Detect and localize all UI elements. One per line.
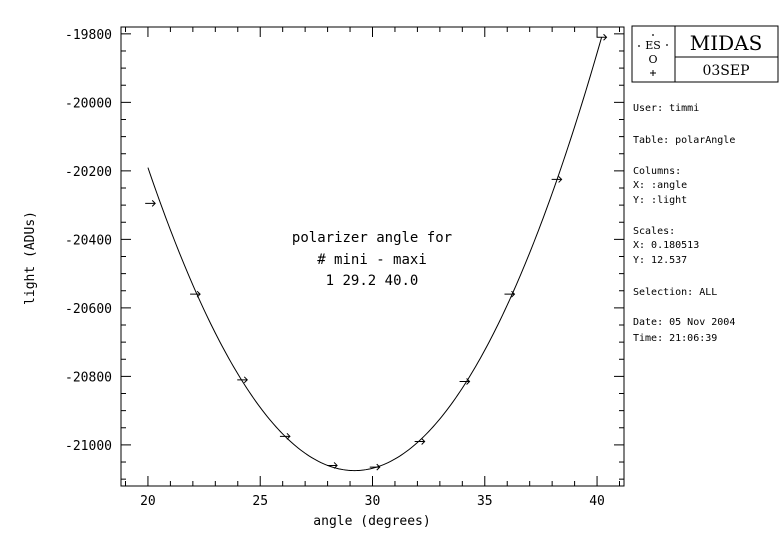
y-axis-ticks — [121, 33, 624, 480]
data-point-marker — [327, 462, 338, 469]
y-tick-label: -20600 — [65, 302, 112, 317]
data-point-marker — [459, 378, 471, 385]
y-axis-tick-labels: -21000 -20800 -20600 -20400 -20200 -20000 -198… — [65, 28, 112, 454]
data-point-marker — [237, 376, 248, 384]
data-point-marker — [145, 200, 156, 207]
data-point-marker — [414, 438, 426, 445]
data-point-marker — [190, 290, 201, 298]
emblem-star-top — [652, 34, 654, 36]
y-tick-label: -21000 — [65, 439, 112, 454]
data-point-marker — [596, 33, 608, 41]
x-tick-label: 35 — [477, 494, 493, 509]
data-point-marker — [369, 463, 381, 471]
info-scales-title: Scales: — [633, 226, 675, 237]
x-tick-label: 25 — [252, 494, 268, 509]
data-point-marker — [551, 176, 563, 183]
y-tick-label: -20400 — [65, 233, 112, 248]
annotation-line-3: 1 29.2 40.0 — [326, 273, 419, 289]
y-tick-label: -20200 — [65, 165, 112, 180]
emblem-letter: O — [648, 53, 657, 66]
info-col-y: Y: :light — [633, 195, 687, 206]
info-col-x: X: :angle — [633, 180, 687, 191]
x-axis-ticks — [124, 27, 621, 486]
y-tick-label: -20800 — [65, 370, 112, 385]
emblem-text: ES — [645, 39, 661, 52]
info-date: Date: 05 Nov 2004 — [633, 317, 735, 328]
x-axis-tick-labels: 20 25 30 35 40 — [140, 494, 605, 509]
fit-curve — [147, 37, 603, 472]
x-tick-label: 30 — [365, 494, 381, 509]
logo-frame — [631, 25, 779, 83]
annotation: polarizer angle for # mini - maxi 1 29.2… — [292, 230, 452, 289]
midas-logo: ES O MIDAS 03SEP — [631, 25, 779, 83]
info-panel: User: timmi Table: polarAngle Columns: X… — [633, 103, 735, 344]
emblem-star-left — [638, 45, 640, 47]
emblem-star-right — [666, 44, 668, 46]
x-tick-label: 40 — [589, 494, 605, 509]
info-scale-x: X: 0.180513 — [633, 240, 699, 251]
y-tick-label: -20000 — [65, 96, 112, 111]
y-axis-title: light (ADUs) — [23, 211, 38, 305]
data-point-marker — [279, 432, 291, 440]
info-table: Table: polarAngle — [633, 135, 735, 146]
x-axis-title: angle (degrees) — [313, 514, 430, 529]
data-points — [145, 33, 608, 471]
info-columns-title: Columns: — [633, 166, 681, 177]
data-point-marker — [504, 290, 516, 298]
y-tick-label: -19800 — [65, 28, 112, 43]
eso-emblem-icon: ES O — [638, 34, 668, 76]
info-selection: Selection: ALL — [633, 287, 717, 298]
logo-version: 03SEP — [702, 63, 749, 79]
x-tick-label: 20 — [140, 494, 156, 509]
logo-title: MIDAS — [690, 31, 763, 55]
info-scale-y: Y: 12.537 — [633, 255, 687, 266]
annotation-line-2: # mini - maxi — [317, 252, 427, 268]
info-time: Time: 21:06:39 — [633, 333, 717, 344]
info-user: User: timmi — [633, 103, 699, 114]
annotation-line-1: polarizer angle for — [292, 230, 452, 246]
